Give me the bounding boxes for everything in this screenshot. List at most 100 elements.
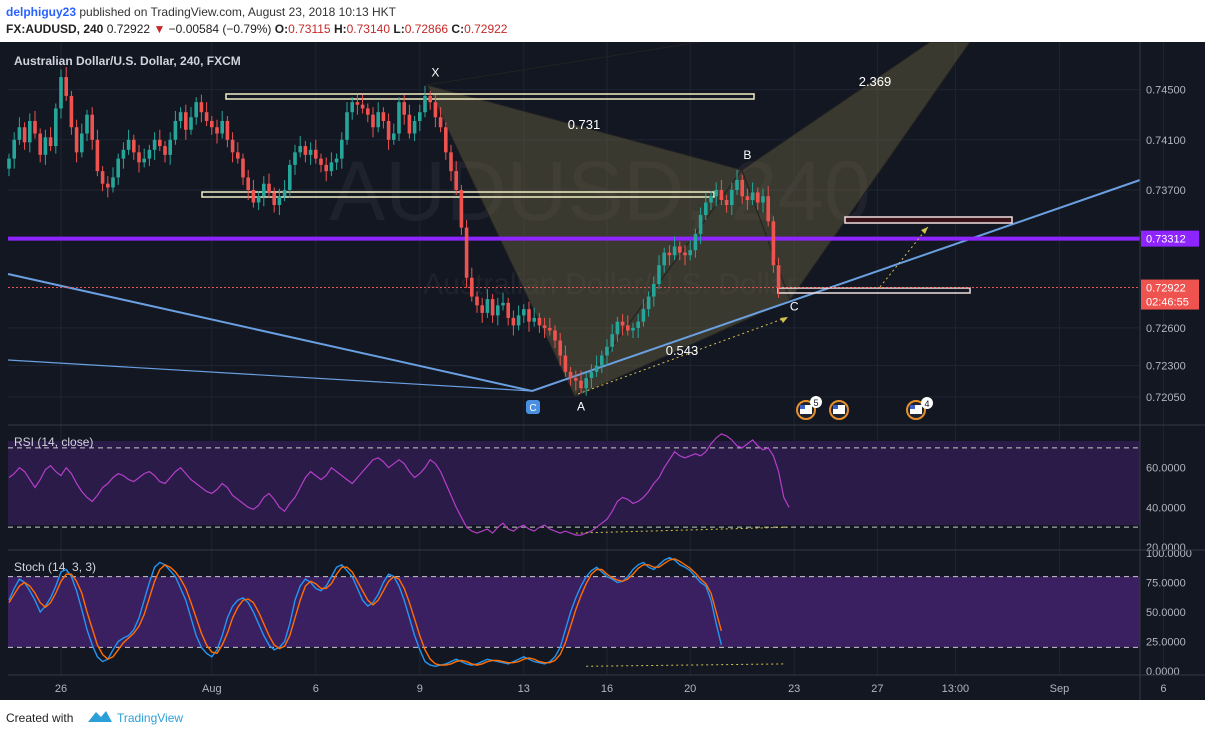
candle-body (324, 164, 328, 172)
price-tick-label: 0.74500 (1146, 85, 1186, 97)
candle-body (449, 152, 453, 172)
stoch-pane[interactable]: Stoch (14, 3, 3) 100.0000 75.0000 50.0000 2… (8, 548, 1192, 678)
price-axis[interactable]: 0.74500 0.74100 0.73700 0.72600 0.72300 0.720… (1141, 85, 1199, 404)
candle-body (28, 120, 32, 143)
candle-body (121, 149, 126, 159)
candle-body (376, 112, 380, 128)
candle-body (116, 158, 120, 178)
candle-body (407, 114, 412, 134)
candle-body (350, 102, 354, 113)
candle-body (90, 114, 94, 140)
candle-body (698, 215, 703, 234)
candle-body (454, 171, 458, 190)
price-pane[interactable]: AUDUSD, 240 Australian Dollar/U.S. Dolla… (7, 42, 1164, 675)
candle-body (59, 77, 63, 109)
candle-body (610, 334, 614, 347)
candle-body (74, 127, 79, 153)
candle-body (225, 120, 230, 140)
candle-body (137, 152, 141, 163)
rsi-tick-label: 20.0000 (1146, 542, 1186, 554)
candle-body (199, 102, 204, 113)
lower-trend-line[interactable] (7, 359, 533, 392)
pattern-point-b: B (743, 148, 751, 162)
time-tick-label: 27 (871, 683, 883, 695)
candle-body (298, 146, 302, 153)
projection-arrowhead-lower (780, 317, 788, 323)
candle-body (262, 183, 266, 197)
candle-body (17, 127, 22, 140)
downtrend-line[interactable] (7, 273, 533, 392)
event-flag-group-1[interactable]: 5 (796, 396, 822, 420)
candle-body (100, 171, 105, 184)
pattern-points: X A B C (431, 65, 798, 413)
projection-arrowhead-upper (921, 227, 928, 234)
candle-body (272, 192, 276, 206)
candle-body (147, 149, 152, 159)
candle-body (178, 112, 183, 121)
pattern-point-c: C (790, 299, 799, 313)
created-with-label: Created with (6, 711, 74, 725)
source-badge[interactable] (526, 400, 540, 414)
footer: Created with TradingView (0, 700, 1205, 735)
candle-body (704, 202, 708, 216)
level-price-label: 0.73312 (1146, 234, 1186, 246)
candle-body (761, 196, 765, 203)
candle-body (766, 196, 770, 222)
event-flag-2[interactable] (829, 400, 849, 420)
ratio-label-bd: 2.369 (859, 74, 892, 89)
candle-body (142, 158, 146, 163)
stoch-tick-label: 50.0000 (1146, 607, 1186, 619)
time-tick-label: 6 (313, 683, 319, 695)
candle-body (184, 112, 188, 130)
resistance-zone-upper[interactable] (225, 93, 755, 100)
time-tick-label: Sep (1050, 683, 1070, 695)
candle-body (579, 380, 583, 389)
candle-body (714, 189, 718, 197)
time-tick-label: 13 (518, 683, 530, 695)
tradingview-logo-icon[interactable] (88, 709, 112, 723)
candle-body (345, 112, 349, 140)
rsi-pane-title: RSI (14, close) (14, 435, 93, 449)
candle-body (678, 246, 682, 253)
time-tick-label: 20 (684, 683, 696, 695)
candle-body (293, 152, 297, 165)
candle-body (386, 120, 391, 140)
stoch-k-line (8, 556, 723, 668)
candle-body (470, 277, 474, 297)
candle-body (542, 325, 547, 328)
candle-body (745, 196, 750, 200)
candle-body (402, 102, 406, 115)
candle-body (464, 227, 469, 278)
uptrend-line[interactable] (531, 179, 1141, 392)
candle-body (220, 120, 224, 134)
rsi-pane[interactable]: RSI (14, close) 60.0000 40.0000 20.0000 (8, 433, 1186, 554)
candle-body (693, 233, 698, 251)
candle-body (418, 112, 422, 121)
candle-body (423, 95, 427, 113)
chart-canvas[interactable]: AUDUSD, 240 Australian Dollar/U.S. Dolla… (0, 42, 1205, 700)
ratio-label-xb: 0.731 (568, 117, 601, 132)
candle-body (204, 112, 209, 121)
target-zone[interactable] (844, 216, 1013, 224)
candle-body (43, 137, 48, 155)
candle-body (620, 321, 625, 326)
stoch-pane-title: Stoch (14, 3, 3) (14, 560, 96, 574)
source-badge-label: C (529, 403, 536, 414)
candle-body (64, 77, 68, 96)
candle-body (475, 296, 479, 306)
candle-body (106, 183, 110, 188)
candle-body (126, 139, 131, 150)
event-flag-group-3[interactable]: 4 (906, 397, 933, 420)
us-flag-canton (910, 405, 915, 409)
high-label: H: (333, 22, 347, 36)
candle-body (433, 102, 438, 118)
candle-body (563, 355, 568, 372)
stoch-tick-label: 0.0000 (1146, 666, 1180, 678)
time-axis[interactable]: 26 Aug 6 9 13 16 20 23 27 13:00 Sep 6 (55, 683, 1167, 695)
candle-body (662, 252, 666, 266)
candle-body (574, 378, 578, 381)
candle-body (548, 327, 552, 331)
resistance-zone-lower[interactable] (201, 191, 715, 198)
author-link[interactable]: delphiguy23 (6, 5, 77, 19)
tradingview-link[interactable]: TradingView (117, 711, 184, 725)
